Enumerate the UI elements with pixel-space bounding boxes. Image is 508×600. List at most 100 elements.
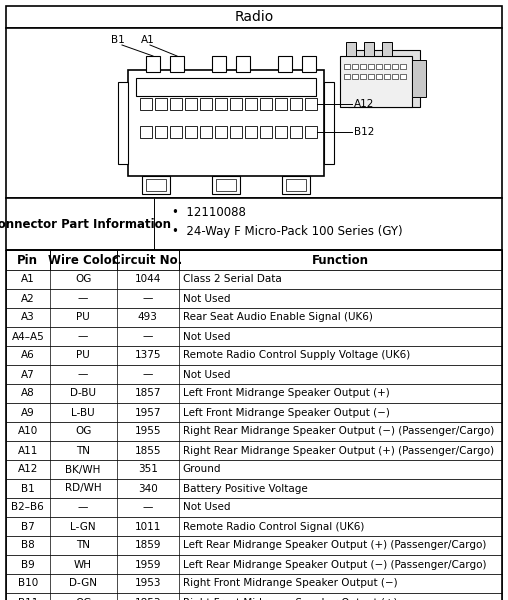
Bar bbox=[140, 98, 152, 110]
Text: Class 2 Serial Data: Class 2 Serial Data bbox=[182, 275, 281, 284]
Text: Right Front Midrange Speaker Output (+): Right Front Midrange Speaker Output (+) bbox=[182, 598, 397, 600]
Bar bbox=[352, 64, 358, 69]
Bar bbox=[400, 74, 406, 79]
Text: 351: 351 bbox=[138, 464, 157, 475]
Text: Not Used: Not Used bbox=[182, 503, 230, 512]
Text: A3: A3 bbox=[21, 313, 35, 323]
Text: Right Front Midrange Speaker Output (−): Right Front Midrange Speaker Output (−) bbox=[182, 578, 397, 589]
Text: Left Rear Midrange Speaker Output (+) (Passenger/Cargo): Left Rear Midrange Speaker Output (+) (P… bbox=[182, 541, 486, 551]
Text: B2–B6: B2–B6 bbox=[12, 503, 44, 512]
Text: —: — bbox=[142, 293, 153, 304]
Text: Right Rear Midrange Speaker Output (−) (Passenger/Cargo): Right Rear Midrange Speaker Output (−) (… bbox=[182, 427, 494, 437]
Text: A12: A12 bbox=[354, 99, 374, 109]
Bar bbox=[142, 176, 170, 194]
Text: A7: A7 bbox=[21, 370, 35, 379]
Bar bbox=[6, 593, 502, 600]
Bar bbox=[376, 64, 382, 69]
Text: A9: A9 bbox=[21, 407, 35, 418]
Bar bbox=[170, 126, 182, 138]
Text: Rear Seat Audio Enable Signal (UK6): Rear Seat Audio Enable Signal (UK6) bbox=[182, 313, 372, 323]
Bar bbox=[146, 56, 160, 72]
Bar bbox=[364, 42, 374, 56]
Bar bbox=[6, 555, 502, 574]
Text: D-BU: D-BU bbox=[70, 389, 96, 398]
Text: B12: B12 bbox=[354, 127, 374, 137]
Text: 1859: 1859 bbox=[134, 541, 161, 551]
Text: 1011: 1011 bbox=[135, 521, 161, 532]
Text: A8: A8 bbox=[21, 389, 35, 398]
Bar bbox=[146, 179, 166, 191]
Bar bbox=[282, 176, 310, 194]
Bar bbox=[185, 126, 197, 138]
Bar bbox=[275, 126, 287, 138]
Bar bbox=[6, 574, 502, 593]
Text: 1853: 1853 bbox=[134, 598, 161, 600]
Text: 1857: 1857 bbox=[134, 389, 161, 398]
Bar bbox=[170, 56, 184, 72]
Bar bbox=[6, 536, 502, 555]
Bar bbox=[344, 64, 350, 69]
Bar bbox=[360, 74, 366, 79]
Text: TN: TN bbox=[76, 445, 90, 455]
Text: PU: PU bbox=[76, 313, 90, 323]
Bar bbox=[185, 98, 197, 110]
Text: Remote Radio Control Signal (UK6): Remote Radio Control Signal (UK6) bbox=[182, 521, 364, 532]
Bar bbox=[368, 64, 374, 69]
Text: 1953: 1953 bbox=[134, 578, 161, 589]
Text: WH: WH bbox=[74, 559, 92, 569]
Text: 1044: 1044 bbox=[135, 275, 161, 284]
Bar bbox=[6, 250, 502, 600]
Bar bbox=[170, 98, 182, 110]
Bar bbox=[392, 64, 398, 69]
Text: Right Rear Midrange Speaker Output (+) (Passenger/Cargo): Right Rear Midrange Speaker Output (+) (… bbox=[182, 445, 494, 455]
Text: •  24-Way F Micro-Pack 100 Series (GY): • 24-Way F Micro-Pack 100 Series (GY) bbox=[172, 226, 403, 238]
Text: B11: B11 bbox=[18, 598, 38, 600]
Text: —: — bbox=[78, 293, 88, 304]
Text: —: — bbox=[142, 503, 153, 512]
Text: 1959: 1959 bbox=[134, 559, 161, 569]
Text: 493: 493 bbox=[138, 313, 157, 323]
Bar bbox=[140, 126, 152, 138]
Bar bbox=[6, 365, 502, 384]
Bar bbox=[6, 308, 502, 327]
Bar bbox=[286, 179, 306, 191]
Bar bbox=[236, 56, 250, 72]
Text: —: — bbox=[78, 370, 88, 379]
Bar bbox=[136, 78, 316, 96]
Text: Pin: Pin bbox=[17, 253, 38, 266]
Text: A1: A1 bbox=[141, 35, 155, 45]
Bar bbox=[230, 98, 242, 110]
Bar bbox=[305, 126, 317, 138]
Text: L-BU: L-BU bbox=[71, 407, 95, 418]
Bar bbox=[212, 56, 226, 72]
Text: —: — bbox=[142, 331, 153, 341]
Text: A4–A5: A4–A5 bbox=[12, 331, 44, 341]
Bar bbox=[275, 98, 287, 110]
Bar bbox=[245, 126, 257, 138]
Text: PU: PU bbox=[76, 350, 90, 361]
Text: A6: A6 bbox=[21, 350, 35, 361]
Text: BK/WH: BK/WH bbox=[66, 464, 101, 475]
Bar bbox=[215, 98, 227, 110]
Bar bbox=[290, 98, 302, 110]
Bar bbox=[230, 126, 242, 138]
Text: Battery Positive Voltage: Battery Positive Voltage bbox=[182, 484, 307, 493]
Text: B10: B10 bbox=[18, 578, 38, 589]
Bar bbox=[6, 346, 502, 365]
Text: OG: OG bbox=[75, 598, 91, 600]
Bar bbox=[118, 82, 128, 164]
Text: Ground: Ground bbox=[182, 464, 221, 475]
Text: 1375: 1375 bbox=[134, 350, 161, 361]
Bar bbox=[384, 64, 390, 69]
Text: Not Used: Not Used bbox=[182, 331, 230, 341]
Bar bbox=[6, 403, 502, 422]
Text: Left Rear Midrange Speaker Output (−) (Passenger/Cargo): Left Rear Midrange Speaker Output (−) (P… bbox=[182, 559, 486, 569]
Bar bbox=[278, 56, 292, 72]
Bar bbox=[6, 517, 502, 536]
Text: Wire Color: Wire Color bbox=[48, 253, 118, 266]
Bar bbox=[200, 98, 212, 110]
Text: Left Front Midrange Speaker Output (+): Left Front Midrange Speaker Output (+) bbox=[182, 389, 389, 398]
Bar bbox=[382, 42, 392, 56]
Text: A10: A10 bbox=[18, 427, 38, 437]
Bar bbox=[400, 64, 406, 69]
